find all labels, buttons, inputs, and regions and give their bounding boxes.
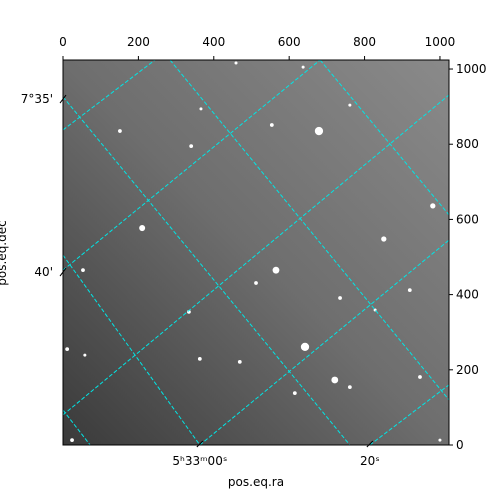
y-tick-label: 400	[456, 288, 479, 302]
y-tick-label: 600	[456, 212, 479, 226]
wcs-grid-line	[63, 94, 449, 416]
star	[430, 203, 436, 209]
dec-tick	[59, 267, 67, 277]
star	[70, 438, 74, 442]
x-tick-label: 200	[127, 35, 150, 49]
dec-tick	[59, 94, 67, 104]
ra-tick	[366, 440, 374, 448]
star	[139, 225, 146, 232]
wcs-grid-line	[63, 60, 156, 131]
star	[118, 129, 122, 133]
star	[301, 65, 305, 69]
wcs-grid-line	[63, 96, 351, 445]
star	[407, 288, 412, 292]
frame	[62, 59, 450, 446]
x-tick-label: 0	[59, 35, 67, 49]
x-tick-label: 600	[278, 35, 301, 49]
star	[418, 375, 422, 379]
star	[189, 144, 194, 148]
y-tick-label: 800	[456, 137, 479, 151]
star	[438, 438, 442, 442]
y-tick-label: 1000	[456, 62, 487, 76]
star	[381, 236, 387, 242]
star	[348, 103, 352, 107]
wcs-grid-line	[63, 409, 91, 445]
wcs-grid-line	[319, 60, 449, 216]
star	[347, 385, 352, 389]
star	[81, 268, 85, 273]
y-tick-label: 200	[456, 363, 479, 377]
star	[314, 126, 324, 136]
star	[199, 107, 203, 111]
wcs-grid-line	[369, 384, 449, 445]
y-tick-label: 0	[456, 438, 464, 452]
ra-tick-label: 5ʰ33ᵐ00ˢ	[172, 454, 227, 468]
x-tick-label: 400	[202, 35, 225, 49]
image-background	[63, 60, 449, 445]
y-axis-label: pos.eq.dec	[0, 220, 9, 285]
dec-tick-label: 40'	[34, 265, 53, 279]
star	[331, 376, 339, 384]
x-tick-label: 800	[353, 35, 376, 49]
ra-tick-label: 20ˢ	[360, 454, 380, 468]
ra-tick	[196, 440, 204, 448]
x-axis-label: pos.eq.ra	[228, 475, 284, 489]
wcs-grid-line	[169, 60, 449, 401]
star	[83, 353, 87, 357]
star	[197, 357, 202, 361]
star	[272, 266, 280, 274]
wcs-grid-line	[63, 254, 201, 445]
dec-tick-label: 7°35'	[21, 92, 53, 106]
x-tick-label: 1000	[425, 35, 456, 49]
star	[254, 281, 258, 285]
star	[65, 347, 70, 352]
star	[292, 391, 297, 395]
star	[234, 61, 238, 65]
star	[338, 296, 342, 300]
star	[237, 360, 242, 364]
wcs-grid-line	[63, 60, 321, 271]
star	[269, 123, 274, 127]
star	[300, 342, 310, 352]
